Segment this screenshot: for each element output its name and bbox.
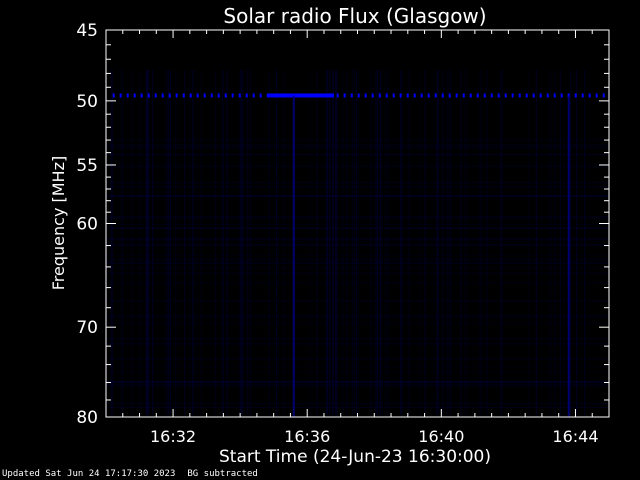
y-tick-label: 80 — [76, 408, 98, 428]
y-tick-label: 45 — [76, 21, 98, 41]
y-tick-label: 50 — [76, 92, 98, 112]
update-timestamp: Updated Sat Jun 24 17:17:30 2023 — [2, 469, 176, 479]
x-tick-label: 16:44 — [552, 427, 598, 446]
heatmap-layer — [107, 70, 609, 417]
x-tick-label: 16:36 — [284, 427, 330, 446]
y-axis-ticks: 45 50 55 60 70 80 — [76, 21, 609, 428]
intense-band — [266, 93, 335, 98]
footer: Updated Sat Jun 24 17:17:30 2023 BG subtr… — [2, 469, 270, 479]
y-tick-label: 60 — [76, 215, 98, 235]
y-tick-label: 70 — [76, 318, 98, 338]
background-note: BG subtracted — [187, 469, 258, 479]
y-tick-label: 55 — [76, 156, 98, 176]
chart-title: Solar radio Flux (Glasgow) — [223, 4, 486, 28]
x-tick-label: 16:32 — [150, 427, 196, 446]
x-tick-label: 16:40 — [418, 427, 464, 446]
x-axis-label: Start Time (24-Jun-23 16:30:00) — [219, 447, 491, 467]
x-axis-ticks: 16:32 16:36 16:40 16:44 — [122, 30, 599, 446]
y-axis-label: Frequency [MHz] — [49, 156, 68, 290]
